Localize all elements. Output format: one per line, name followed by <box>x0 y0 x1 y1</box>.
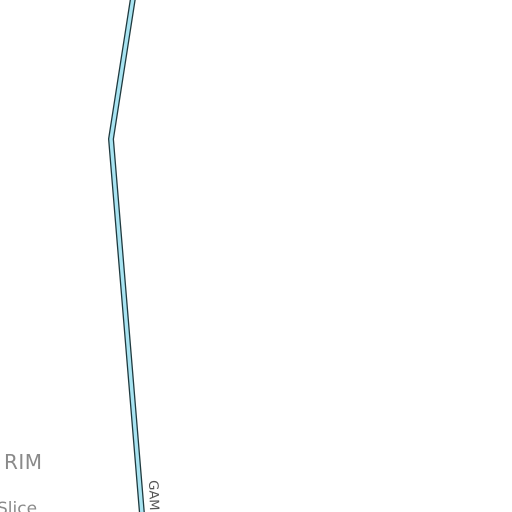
road-label: GAM <box>145 480 162 511</box>
place-label: Slice <box>0 499 38 512</box>
waterway-outline <box>107 0 145 512</box>
waterway[interactable] <box>109 0 144 512</box>
area-label: RIM <box>4 450 43 474</box>
